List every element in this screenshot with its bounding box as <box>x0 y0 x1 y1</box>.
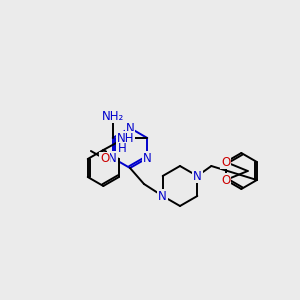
Text: NH: NH <box>117 131 134 145</box>
Text: N: N <box>126 122 134 134</box>
Text: NH₂: NH₂ <box>102 110 124 122</box>
Text: N: N <box>108 152 117 164</box>
Text: H: H <box>118 142 127 154</box>
Text: N: N <box>193 169 202 182</box>
Text: O: O <box>221 155 230 169</box>
Text: O: O <box>100 152 110 166</box>
Text: N: N <box>143 152 152 164</box>
Text: N: N <box>158 190 167 202</box>
Text: O: O <box>221 173 230 187</box>
